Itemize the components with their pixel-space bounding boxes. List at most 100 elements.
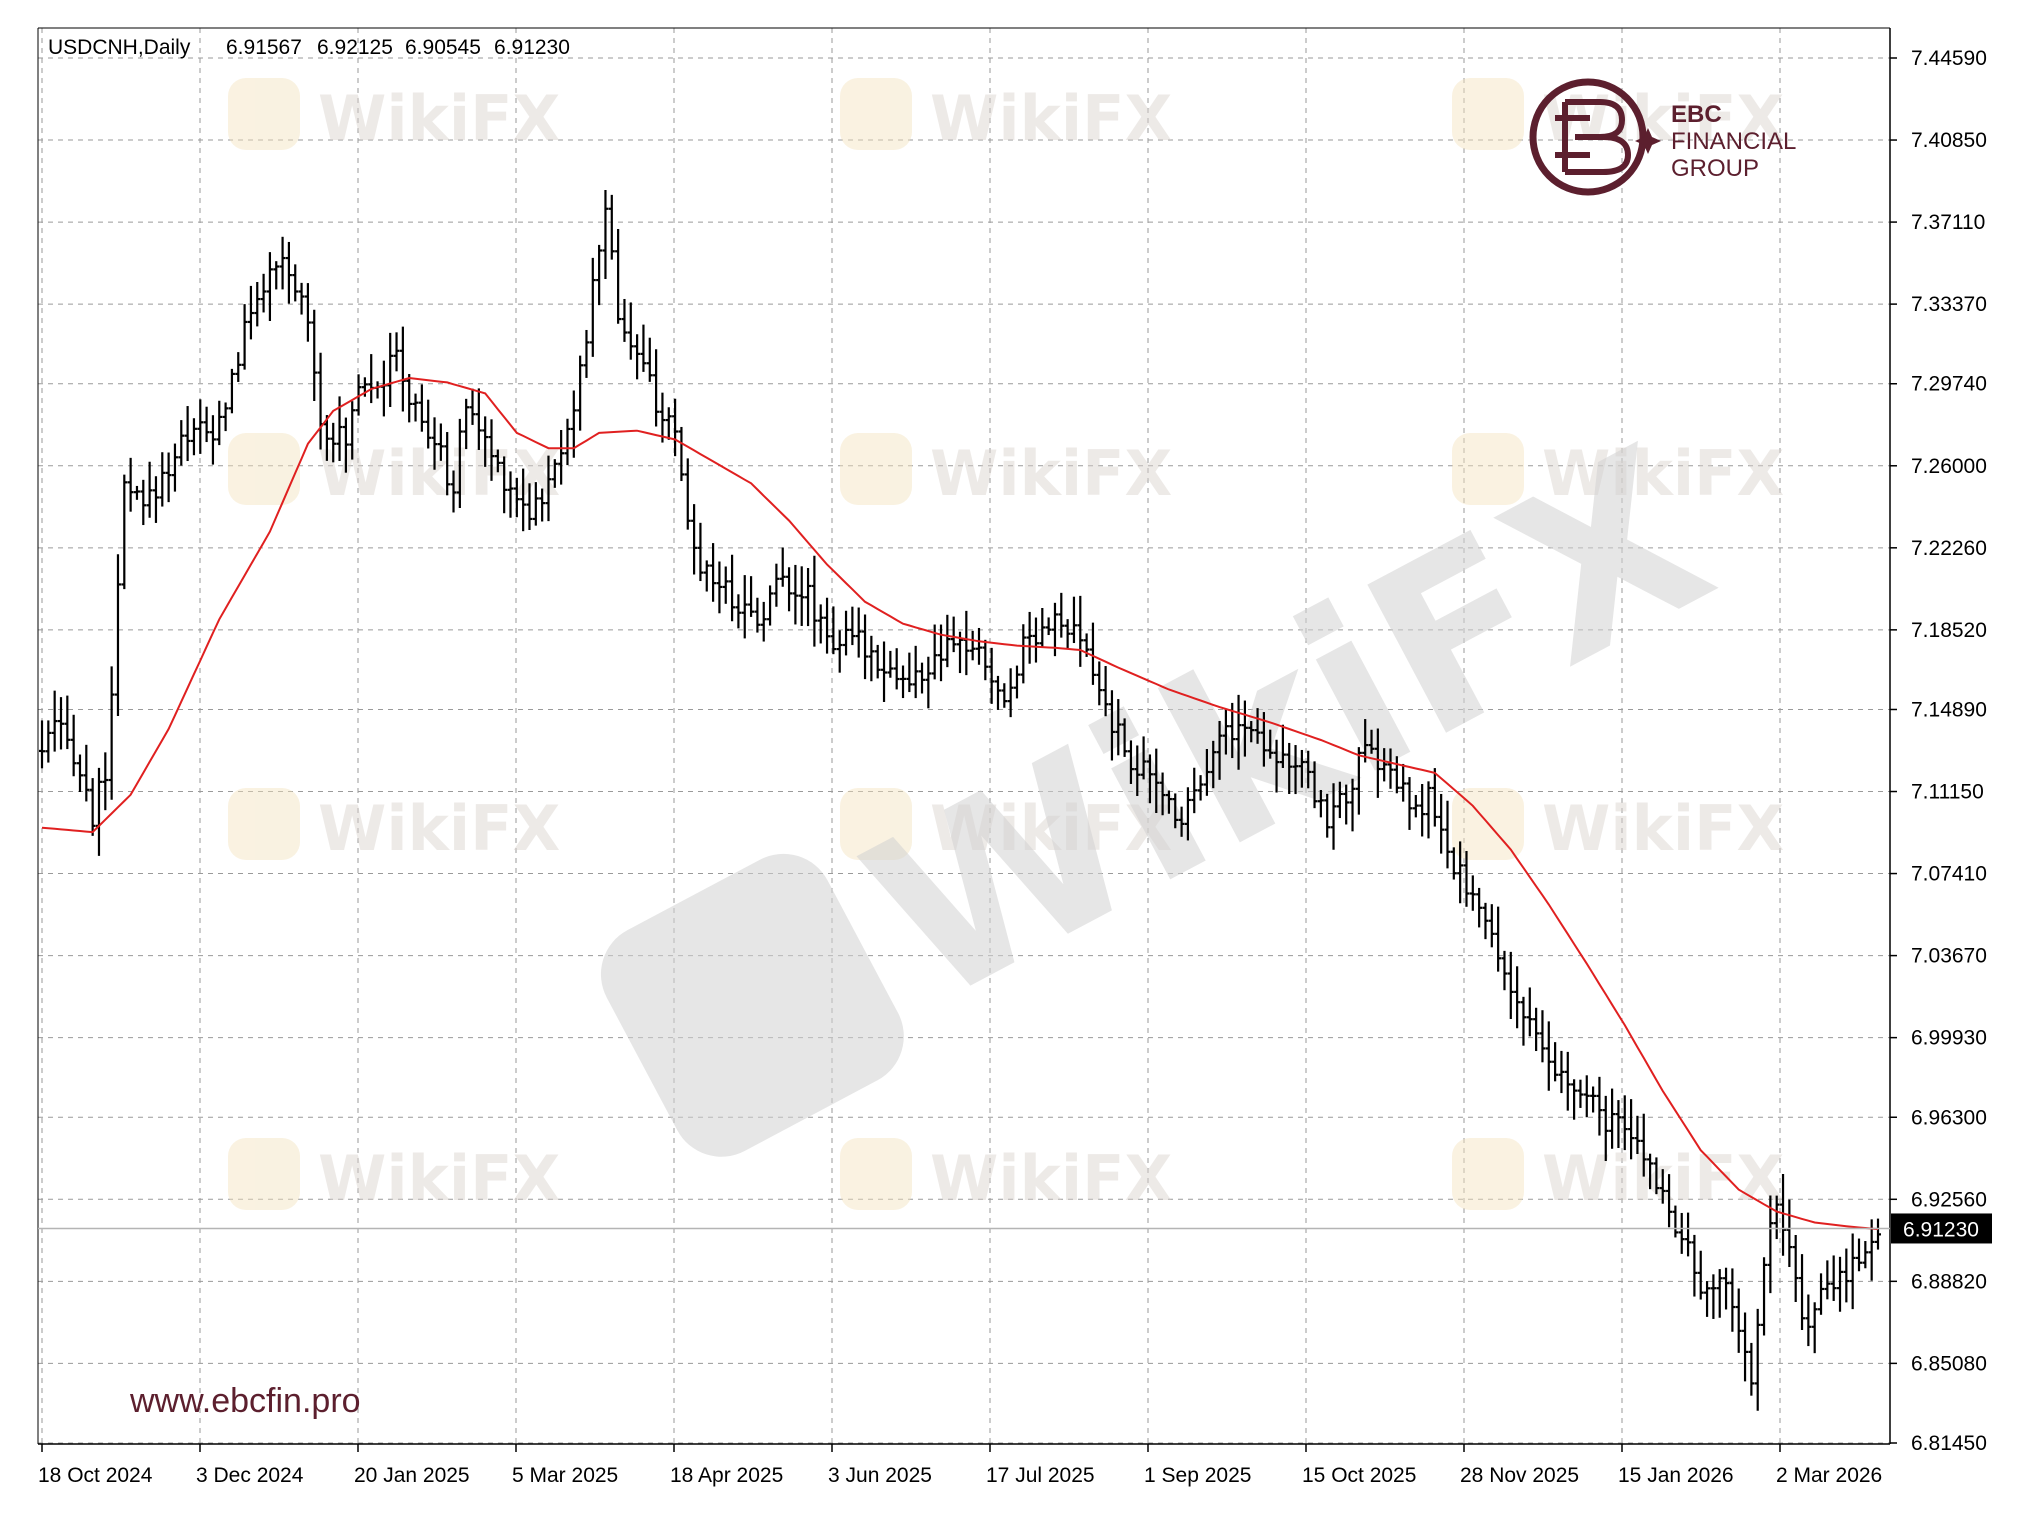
ohlc-bar (317, 352, 324, 450)
ohlc-bar (304, 283, 311, 342)
ohlc-bar (1381, 748, 1388, 782)
ohlc-bar (393, 332, 400, 372)
ohlc-bar (678, 426, 685, 482)
ohlc-bar (1533, 1007, 1540, 1052)
ohlc-bar (228, 368, 235, 414)
ohlc-bar (1406, 777, 1413, 830)
x-tick-label: 17 Jul 2025 (986, 1464, 1095, 1487)
logo-line-ebc: EBC (1671, 101, 1722, 128)
ohlc-bar (1096, 661, 1103, 706)
x-tick-label: 1 Sep 2025 (1144, 1464, 1251, 1487)
ohlc-bar (1640, 1113, 1647, 1177)
ohlc-bar (1824, 1260, 1831, 1300)
ohlc-bar (1400, 763, 1407, 802)
ohlc-bar (710, 543, 717, 602)
wikifx-emblem-icon (840, 788, 912, 860)
ohlc-bar (1216, 720, 1223, 780)
ohlc-bar (1742, 1312, 1749, 1382)
ohlc-bar (89, 778, 96, 836)
ohlc-bar (1191, 767, 1198, 814)
x-tick-label: 5 Mar 2025 (512, 1464, 618, 1487)
ohlc-bar (653, 349, 660, 427)
ohlc-bar (1735, 1288, 1742, 1353)
ohlc-bar (583, 329, 590, 378)
ohlc-bar (1602, 1095, 1609, 1161)
ohlc-bar (1393, 756, 1400, 794)
ohlc-bar (1077, 595, 1084, 667)
last-price-tag: 6.91230 (1891, 1213, 1992, 1244)
ohlc-bar (627, 302, 634, 360)
wikifx-watermark: WikiFX (228, 433, 560, 510)
ohlc-bar (906, 652, 913, 693)
ohlc-bar (805, 568, 812, 627)
ohlc-bar (1355, 747, 1362, 815)
ohlc-bar (1463, 851, 1470, 907)
ohlc-bar (1862, 1241, 1869, 1269)
ohlc-bar (1514, 966, 1521, 1029)
wikifx-emblem-icon (840, 78, 912, 150)
wikifx-watermark: WikiFX (840, 433, 1172, 510)
y-tick-label: 7.37110 (1911, 211, 1985, 234)
ohlc-bar (475, 388, 482, 450)
ohlc-bar (646, 337, 653, 382)
ohlc-bar (1184, 787, 1191, 841)
y-tick-label: 6.85080 (1911, 1352, 1987, 1375)
ohlc-bar (1729, 1268, 1736, 1332)
ohlc-bar (621, 298, 628, 342)
ohlc-bar (273, 261, 280, 290)
ohlc-bar (482, 416, 489, 467)
ohlc-bar (792, 564, 799, 625)
ohlc-bar (969, 630, 976, 661)
wikifx-emblem-icon (1452, 433, 1524, 505)
ohlc-bar (849, 606, 856, 646)
wikifx-watermark-text: WikiFX (930, 437, 1172, 510)
ohlc-bar (1856, 1238, 1863, 1272)
ohlc-bar (152, 476, 159, 523)
ohlc-bar (57, 697, 64, 750)
ohlc-bar (1564, 1051, 1571, 1111)
ohlc-bar (1552, 1042, 1559, 1082)
ohlc-bar (1875, 1218, 1881, 1250)
ohlc-bar (418, 384, 425, 432)
ohlc-bar (1691, 1234, 1698, 1297)
x-tick-label: 20 Jan 2025 (354, 1464, 470, 1487)
ohlc-bar (1153, 748, 1160, 814)
ohlc-bar (1134, 745, 1141, 797)
ohlc-bar (779, 547, 786, 587)
ohlc-bar (1324, 793, 1331, 838)
ohlc-bar (722, 566, 729, 604)
ohlc-bar (1438, 793, 1445, 854)
ohlc-high: 6.92125 (317, 36, 393, 59)
x-tick-label: 18 Oct 2024 (38, 1464, 153, 1487)
ohlc-bar (247, 285, 254, 340)
ohlc-bar (798, 566, 805, 626)
watermark-layer: WikiFX WikiFX WikiFX WikiFX WikiFX WikiFX Wiki… (228, 78, 1784, 1215)
ohlc-bar (355, 374, 362, 416)
y-tick-label: 6.99930 (1911, 1027, 1987, 1050)
ohlc-bar (285, 241, 292, 304)
ohlc-bar (1723, 1267, 1730, 1310)
ohlc-bar (203, 406, 210, 443)
ohlc-bar (767, 585, 774, 626)
ohlc-bar (1830, 1255, 1837, 1301)
ohlc-bar (729, 554, 736, 622)
ohlc-bar (602, 189, 609, 279)
ohlc-open: 6.91567 (226, 36, 302, 59)
x-tick-label: 28 Nov 2025 (1460, 1464, 1579, 1487)
ohlc-bar (1197, 775, 1204, 801)
ohlc-bar (165, 452, 172, 503)
ohlc-bar (1571, 1079, 1578, 1120)
ohlc-bar (1064, 619, 1071, 649)
ebc-logo-mark (1555, 99, 1632, 175)
ohlc-bar (1761, 1257, 1768, 1336)
ohlc-bar (1146, 754, 1153, 804)
ohlc-bar (1685, 1212, 1692, 1257)
ohlc-bar (1203, 748, 1210, 796)
wikifx-emblem-icon (228, 788, 300, 860)
ohlc-bar (1419, 784, 1426, 837)
ohlc-bar (1165, 790, 1172, 814)
logo-line-group: GROUP (1671, 155, 1759, 182)
ohlc-bar (1792, 1234, 1799, 1302)
ohlc-bar (1172, 793, 1179, 829)
ohlc-bar (824, 597, 831, 654)
